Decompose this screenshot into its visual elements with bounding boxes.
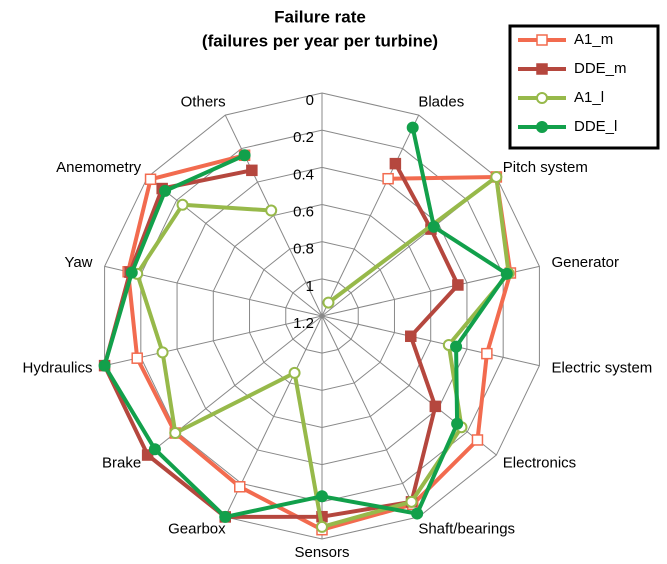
spoke <box>321 315 420 518</box>
series-line <box>135 175 511 529</box>
data-point <box>156 346 169 359</box>
data-point <box>265 204 278 217</box>
category-label: Electric system <box>551 360 652 377</box>
legend-marker <box>536 92 548 104</box>
category-label: Hydraulics <box>23 360 93 377</box>
data-point <box>452 279 464 291</box>
legend-marker <box>536 121 548 133</box>
data-point <box>98 359 111 372</box>
category-label: Yaw <box>64 254 92 271</box>
data-point <box>316 520 328 533</box>
spoke <box>147 176 323 317</box>
data-point <box>405 330 417 343</box>
data-point <box>246 164 258 177</box>
legend-label: A1_l <box>574 89 604 106</box>
data-point <box>144 173 157 186</box>
r-tick-label: 0.4 <box>293 166 314 183</box>
data-point <box>450 340 463 353</box>
data-point <box>427 220 440 233</box>
data-point <box>176 198 189 211</box>
data-point <box>238 149 251 162</box>
data-point <box>141 449 154 461</box>
category-label: Others <box>181 93 226 110</box>
spoke <box>321 315 540 367</box>
data-point <box>389 157 402 170</box>
data-point <box>125 266 138 279</box>
chart-title: (failures per year per turbine) <box>202 31 438 50</box>
category-label: Shaft/bearings <box>418 520 515 537</box>
data-point <box>316 490 328 503</box>
legend-label: DDE_l <box>574 118 617 135</box>
legend-label: A1_m <box>574 31 613 48</box>
category-label: Blades <box>418 93 464 110</box>
data-point <box>405 495 418 508</box>
data-point <box>131 352 143 364</box>
data-point <box>406 121 419 134</box>
data-point <box>169 427 182 440</box>
r-tick-label: 0.6 <box>293 203 314 220</box>
data-point <box>481 347 493 360</box>
category-label: Gearbox <box>168 520 226 537</box>
r-tick-label: 1.2 <box>293 315 314 332</box>
r-tick-label: 0 <box>306 92 314 109</box>
data-point <box>322 296 335 309</box>
category-label: Anemometry <box>56 159 142 176</box>
r-tick-label: 0.2 <box>293 129 314 146</box>
category-label: Brake <box>102 455 141 472</box>
legend-marker <box>536 34 548 46</box>
data-point <box>159 184 172 197</box>
data-point <box>471 434 484 446</box>
data-point <box>451 417 464 430</box>
data-point <box>288 366 301 379</box>
data-point <box>219 510 232 523</box>
data-point <box>500 267 513 280</box>
spoke <box>321 114 420 317</box>
data-point <box>382 172 394 185</box>
spoke <box>321 315 497 456</box>
legend-label: DDE_m <box>574 60 627 77</box>
category-label: Electronics <box>503 455 576 472</box>
data-point <box>234 481 246 493</box>
category-label: Sensors <box>294 544 349 561</box>
data-point <box>490 170 503 183</box>
category-label: Generator <box>551 254 619 271</box>
category-label: Pitch system <box>503 159 588 176</box>
data-point <box>411 507 424 520</box>
r-tick-label: 0.8 <box>293 241 314 258</box>
chart-title: Failure rate <box>274 7 366 26</box>
legend-marker <box>536 63 548 75</box>
data-point <box>148 443 161 456</box>
data-point <box>429 400 442 413</box>
r-tick-label: 1 <box>306 278 314 295</box>
